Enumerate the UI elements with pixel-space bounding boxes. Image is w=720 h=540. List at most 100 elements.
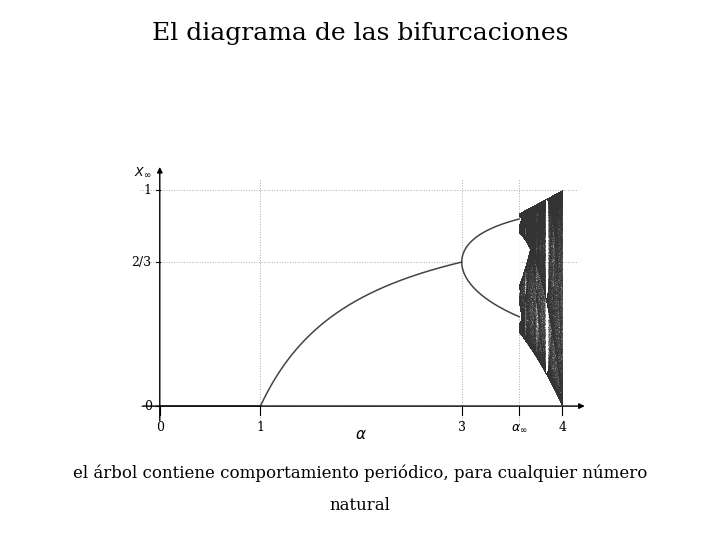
Point bbox=[544, 301, 556, 309]
Point bbox=[518, 269, 529, 278]
Point bbox=[545, 370, 557, 379]
Point bbox=[521, 225, 533, 233]
Point bbox=[546, 307, 557, 316]
Point bbox=[514, 326, 526, 334]
Point bbox=[552, 389, 563, 397]
Point bbox=[523, 307, 535, 316]
Point bbox=[555, 237, 567, 245]
Point bbox=[518, 299, 529, 308]
Point bbox=[537, 262, 549, 271]
Point bbox=[518, 269, 529, 278]
Point bbox=[543, 293, 554, 301]
Point bbox=[557, 382, 568, 390]
Point bbox=[551, 381, 562, 390]
Point bbox=[546, 200, 558, 208]
Point bbox=[527, 269, 539, 278]
Point bbox=[521, 207, 533, 216]
Point bbox=[516, 218, 528, 226]
Point bbox=[523, 335, 535, 344]
Point bbox=[548, 333, 559, 341]
Point bbox=[531, 353, 542, 361]
Point bbox=[537, 299, 549, 307]
Point bbox=[552, 220, 563, 228]
Point bbox=[532, 216, 544, 225]
Point bbox=[527, 222, 539, 231]
Point bbox=[529, 284, 541, 292]
Point bbox=[556, 400, 567, 408]
Point bbox=[521, 205, 532, 214]
Point bbox=[547, 342, 559, 350]
Point bbox=[554, 340, 565, 348]
Point bbox=[516, 326, 528, 334]
Point bbox=[534, 269, 546, 278]
Point bbox=[554, 216, 565, 225]
Point bbox=[549, 254, 561, 263]
Point bbox=[532, 235, 544, 244]
Point bbox=[552, 352, 564, 361]
Point bbox=[545, 354, 557, 363]
Point bbox=[540, 194, 552, 203]
Point bbox=[525, 238, 536, 247]
Point bbox=[520, 284, 531, 292]
Point bbox=[523, 330, 534, 339]
Point bbox=[547, 217, 559, 226]
Point bbox=[544, 274, 555, 283]
Point bbox=[527, 235, 539, 244]
Point bbox=[535, 271, 546, 279]
Point bbox=[549, 191, 560, 199]
Point bbox=[534, 211, 545, 220]
Point bbox=[544, 283, 556, 292]
Point bbox=[531, 268, 542, 276]
Point bbox=[520, 336, 531, 345]
Point bbox=[539, 195, 551, 204]
Point bbox=[525, 237, 536, 246]
Point bbox=[549, 301, 560, 309]
Point bbox=[552, 188, 563, 197]
Point bbox=[535, 264, 546, 273]
Point bbox=[522, 231, 534, 239]
Point bbox=[533, 253, 544, 262]
Point bbox=[534, 227, 545, 235]
Point bbox=[516, 314, 527, 322]
Point bbox=[531, 295, 542, 304]
Point bbox=[545, 213, 557, 221]
Point bbox=[529, 252, 541, 260]
Point bbox=[551, 242, 562, 251]
Point bbox=[554, 203, 566, 212]
Point bbox=[549, 267, 561, 276]
Point bbox=[539, 198, 550, 206]
Point bbox=[514, 325, 526, 334]
Point bbox=[513, 281, 525, 289]
Point bbox=[552, 308, 564, 317]
Point bbox=[549, 339, 560, 347]
Point bbox=[514, 279, 526, 288]
Point bbox=[515, 292, 526, 301]
Point bbox=[536, 312, 547, 321]
Point bbox=[535, 204, 546, 212]
Point bbox=[523, 269, 535, 278]
Point bbox=[521, 260, 532, 269]
Point bbox=[547, 299, 559, 308]
Point bbox=[522, 277, 534, 286]
Point bbox=[523, 206, 534, 214]
Point bbox=[549, 193, 560, 201]
Point bbox=[529, 219, 541, 228]
Point bbox=[552, 194, 564, 203]
Point bbox=[548, 382, 559, 390]
Point bbox=[523, 237, 535, 246]
Point bbox=[549, 190, 560, 199]
Point bbox=[523, 225, 534, 234]
Point bbox=[554, 380, 565, 389]
Point bbox=[520, 218, 531, 227]
Point bbox=[555, 370, 567, 379]
Point bbox=[556, 385, 567, 394]
Point bbox=[519, 208, 531, 217]
Point bbox=[539, 338, 551, 347]
Point bbox=[547, 313, 559, 322]
Point bbox=[552, 201, 563, 210]
Point bbox=[531, 199, 543, 208]
Point bbox=[526, 241, 538, 249]
Point bbox=[531, 293, 543, 301]
Point bbox=[547, 382, 559, 391]
Point bbox=[539, 197, 551, 206]
